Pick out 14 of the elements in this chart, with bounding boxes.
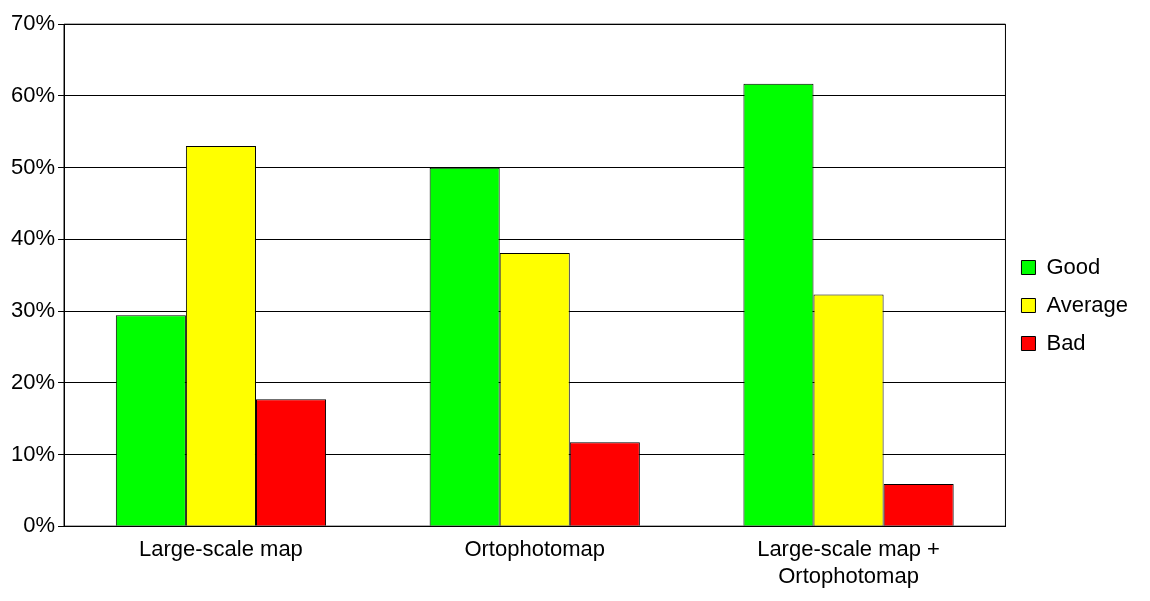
legend-label: Bad [1046, 329, 1086, 355]
y-tick-label: 40% [10, 225, 56, 251]
y-tick-label: 50% [10, 153, 56, 179]
x-tick-label: Large-scale map + Ortophotomap [757, 536, 940, 588]
y-tick-label: 10% [10, 440, 56, 466]
y-tick-label: 70% [10, 10, 56, 36]
x-tick-label: Large-scale map [139, 536, 303, 562]
legend-label: Good [1046, 253, 1101, 279]
y-tick-label: 20% [10, 368, 56, 394]
y-tick-label: 30% [10, 297, 56, 323]
y-tick-label: 0% [23, 512, 56, 538]
y-tick-label: 60% [10, 81, 56, 107]
legend-label: Average [1046, 291, 1128, 317]
x-tick-label: Ortophotomap [464, 536, 606, 562]
